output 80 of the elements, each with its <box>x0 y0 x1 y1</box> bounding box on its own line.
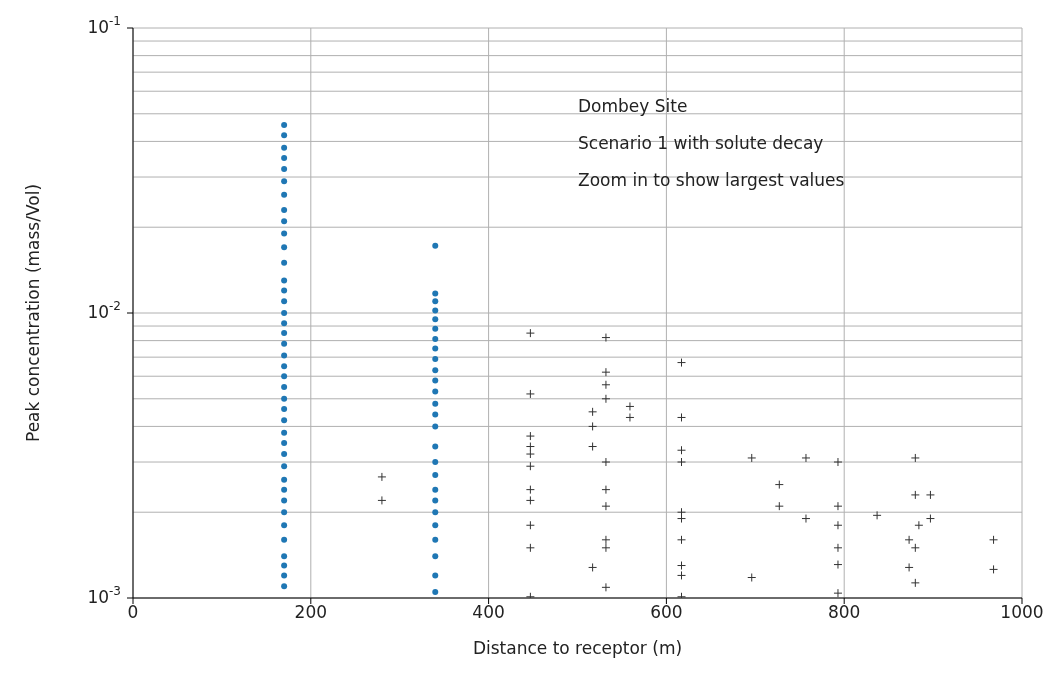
point <box>432 400 439 407</box>
point <box>281 536 288 543</box>
point <box>281 417 288 424</box>
point <box>432 307 439 314</box>
y-tick-label: 10$^{-3}$ <box>87 583 121 607</box>
point <box>281 439 288 446</box>
point <box>432 388 439 395</box>
point <box>432 572 439 579</box>
point <box>281 206 288 213</box>
point <box>281 363 288 370</box>
point <box>281 144 288 151</box>
annotation: Dombey Site <box>578 95 689 118</box>
point <box>281 166 288 173</box>
point <box>432 588 439 595</box>
point <box>281 463 288 470</box>
point <box>281 451 288 458</box>
point <box>432 423 439 430</box>
x-tick-label: 0 <box>127 602 139 623</box>
point <box>432 553 439 560</box>
point <box>432 290 439 297</box>
point <box>432 242 439 249</box>
point <box>281 562 288 569</box>
point <box>281 230 288 237</box>
x-tick-label: 1000 <box>1000 602 1044 623</box>
point <box>281 486 288 493</box>
point <box>281 132 288 139</box>
point <box>281 340 288 347</box>
y-tick-label: 10$^{-2}$ <box>87 298 121 322</box>
point <box>281 522 288 529</box>
point <box>281 509 288 516</box>
point <box>432 522 439 529</box>
point <box>432 377 439 384</box>
x-tick-label: 200 <box>294 602 328 623</box>
point <box>432 316 439 323</box>
point <box>432 509 439 516</box>
point <box>281 218 288 225</box>
point <box>281 553 288 560</box>
point <box>432 486 439 493</box>
y-axis-title: Peak concentration (mass/Vol) <box>23 183 44 443</box>
point <box>432 325 439 332</box>
point <box>281 154 288 161</box>
point <box>432 472 439 479</box>
point <box>432 443 439 450</box>
point <box>281 572 288 579</box>
x-tick-label: 800 <box>827 602 861 623</box>
point <box>432 367 439 374</box>
point <box>281 395 288 402</box>
point <box>281 330 288 337</box>
point <box>432 298 439 305</box>
x-axis-title: Distance to receptor (m) <box>472 638 683 658</box>
annotation: Zoom in to show largest values <box>578 169 845 192</box>
point <box>432 536 439 543</box>
point <box>281 497 288 504</box>
point <box>281 121 288 128</box>
point <box>281 429 288 436</box>
point <box>281 406 288 413</box>
point <box>281 244 288 251</box>
point <box>281 373 288 380</box>
point <box>281 352 288 359</box>
point <box>281 277 288 284</box>
point <box>432 355 439 362</box>
point <box>281 287 288 294</box>
x-tick-label: 400 <box>472 602 505 623</box>
point <box>432 411 439 418</box>
point <box>281 178 288 185</box>
x-tick-label: 600 <box>650 602 683 623</box>
annotation: Scenario 1 with solute decay <box>578 132 825 155</box>
point <box>432 336 439 343</box>
point <box>432 459 439 466</box>
point <box>281 476 288 483</box>
point <box>281 384 288 390</box>
point <box>432 497 439 504</box>
point <box>432 345 439 352</box>
point <box>281 191 288 198</box>
y-tick-label: 10$^{-1}$ <box>87 13 121 37</box>
point <box>281 320 288 327</box>
point <box>281 310 288 316</box>
point <box>281 583 288 590</box>
point <box>281 298 288 305</box>
point <box>281 259 288 266</box>
